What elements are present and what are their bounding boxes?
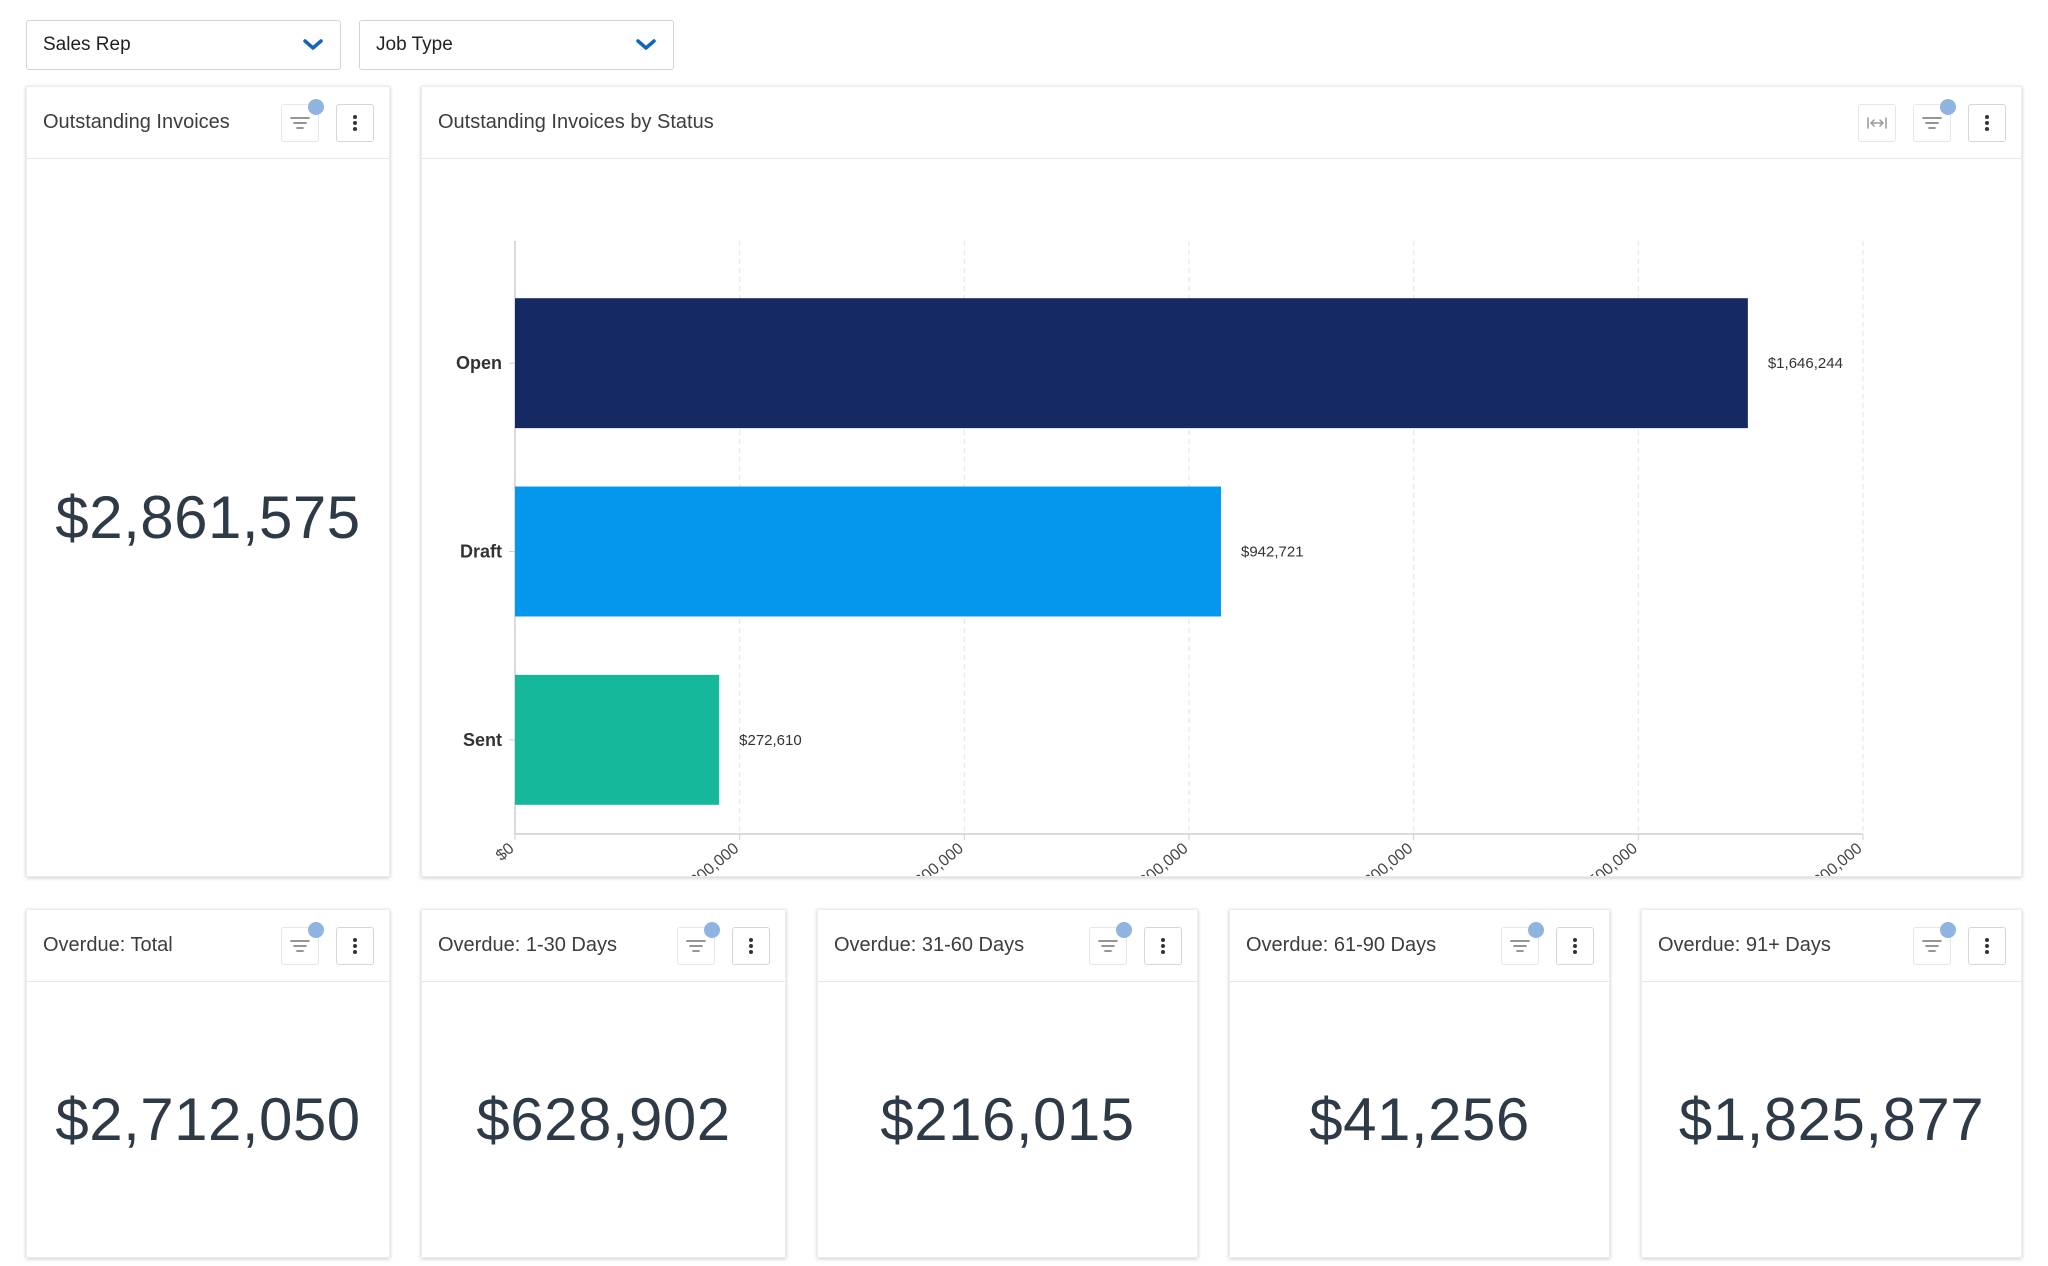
card-title: Overdue: Total [43, 934, 173, 956]
more-options-button[interactable] [336, 926, 374, 965]
filter-button[interactable] [281, 98, 324, 142]
bar-value-label: $272,610 [739, 732, 802, 749]
vertical-dots-icon [1985, 937, 1989, 954]
vertical-dots-icon [1161, 937, 1165, 954]
kpi-value: $628,902 [476, 1086, 731, 1153]
sales-rep-select[interactable]: Sales Rep [26, 20, 341, 70]
card-body: $41,256 [1230, 982, 1609, 1257]
overdue-61-90-card: Overdue: 61-90 Days $41,256 [1229, 909, 1610, 1258]
x-tick-label: $300,000 [680, 840, 742, 876]
card-body: $216,015 [818, 982, 1197, 1257]
filter-active-indicator [1940, 921, 1956, 938]
card-header: Overdue: Total [27, 910, 389, 982]
card-title: Overdue: 91+ Days [1658, 934, 1831, 956]
fit-width-icon [1867, 116, 1887, 129]
bar-draft [515, 486, 1221, 617]
overdue-91-plus-card: Overdue: 91+ Days $1,825,877 [1641, 909, 2022, 1258]
filter-button[interactable] [281, 921, 324, 965]
card-header: Overdue: 1-30 Days [422, 910, 785, 982]
category-label: Open [456, 353, 502, 373]
bar-chart: Open $1,646,244 Draft $942,721 Sent $272,610 $… [456, 241, 1866, 876]
card-body: $1,825,877 [1642, 982, 2021, 1257]
more-options-button[interactable] [336, 103, 374, 142]
filter-lines-icon [290, 116, 310, 129]
card-title: Overdue: 1-30 Days [438, 934, 617, 956]
bar-value-label: $942,721 [1241, 544, 1304, 561]
card-title: Overdue: 31-60 Days [834, 934, 1025, 956]
bar-value-label: $1,646,244 [1768, 355, 1843, 372]
kpi-value: $41,256 [1309, 1086, 1530, 1153]
card-title: Overdue: 61-90 Days [1246, 934, 1437, 956]
filter-button[interactable] [1089, 921, 1132, 965]
filter-button[interactable] [1501, 921, 1544, 965]
filter-lines-icon [686, 939, 706, 952]
card-header: Overdue: 91+ Days [1642, 910, 2021, 982]
card-header: Overdue: 61-90 Days [1230, 910, 1609, 982]
card-body: $2,861,575 [27, 159, 389, 876]
more-options-button[interactable] [1968, 103, 2006, 142]
card-header: Outstanding Invoices by Status [422, 87, 2021, 159]
filter-active-indicator [704, 921, 720, 938]
more-options-button[interactable] [1144, 926, 1182, 965]
more-options-button[interactable] [732, 926, 770, 965]
card-body: $628,902 [422, 982, 785, 1257]
job-type-select-label: Job Type [376, 34, 453, 55]
filter-lines-icon [1922, 116, 1942, 129]
filter-active-indicator [1940, 98, 1956, 115]
card-body: $2,712,050 [27, 982, 389, 1257]
vertical-dots-icon [1573, 937, 1577, 954]
card-title: Outstanding Invoices [43, 111, 230, 133]
filter-button[interactable] [1913, 921, 1956, 965]
vertical-dots-icon [353, 937, 357, 954]
filter-active-indicator [308, 921, 324, 938]
x-tick-label: $900,000 [1130, 840, 1192, 876]
filter-button[interactable] [677, 921, 720, 965]
filter-lines-icon [1922, 939, 1942, 952]
invoices-by-status-card: Outstanding Invoices by Status Open $1,64… [421, 86, 2022, 877]
bar-open [515, 298, 1748, 429]
job-type-select[interactable]: Job Type [359, 20, 674, 70]
vertical-dots-icon [749, 937, 753, 954]
sales-rep-select-label: Sales Rep [43, 34, 131, 55]
filter-active-indicator [1116, 921, 1132, 938]
fit-width-button[interactable] [1858, 103, 1896, 142]
category-label: Draft [460, 542, 502, 562]
chevron-down-icon [303, 39, 323, 50]
card-header: Outstanding Invoices [27, 87, 389, 159]
overdue-total-card: Overdue: Total $2,712,050 [26, 909, 390, 1258]
filter-button[interactable] [1913, 98, 1956, 142]
kpi-value: $216,015 [880, 1086, 1135, 1153]
overdue-1-30-card: Overdue: 1-30 Days $628,902 [421, 909, 786, 1258]
x-tick-label: $600,000 [905, 840, 967, 876]
filter-active-indicator [308, 98, 324, 115]
chevron-down-icon [636, 39, 656, 50]
vertical-dots-icon [353, 114, 357, 131]
kpi-value: $2,861,575 [55, 484, 361, 551]
card-title: Outstanding Invoices by Status [438, 111, 714, 133]
bar-sent [515, 674, 720, 805]
filter-active-indicator [1528, 921, 1544, 938]
filter-lines-icon [290, 939, 310, 952]
x-tick-label: $1,500,000 [1569, 840, 1641, 876]
filter-lines-icon [1098, 939, 1118, 952]
more-options-button[interactable] [1968, 926, 2006, 965]
kpi-value: $1,825,877 [1678, 1086, 1985, 1153]
category-label: Sent [463, 730, 502, 750]
x-tick-label: $1,800,000 [1793, 840, 1865, 876]
overdue-31-60-card: Overdue: 31-60 Days $216,015 [817, 909, 1198, 1258]
card-header: Overdue: 31-60 Days [818, 910, 1197, 982]
x-tick-label: $0 [493, 840, 518, 865]
more-options-button[interactable] [1556, 926, 1594, 965]
vertical-dots-icon [1985, 114, 1989, 131]
filter-lines-icon [1510, 939, 1530, 952]
kpi-value: $2,712,050 [55, 1086, 361, 1153]
outstanding-invoices-card: Outstanding Invoices $2,861,575 [26, 86, 390, 877]
x-tick-label: $1,200,000 [1344, 840, 1416, 876]
